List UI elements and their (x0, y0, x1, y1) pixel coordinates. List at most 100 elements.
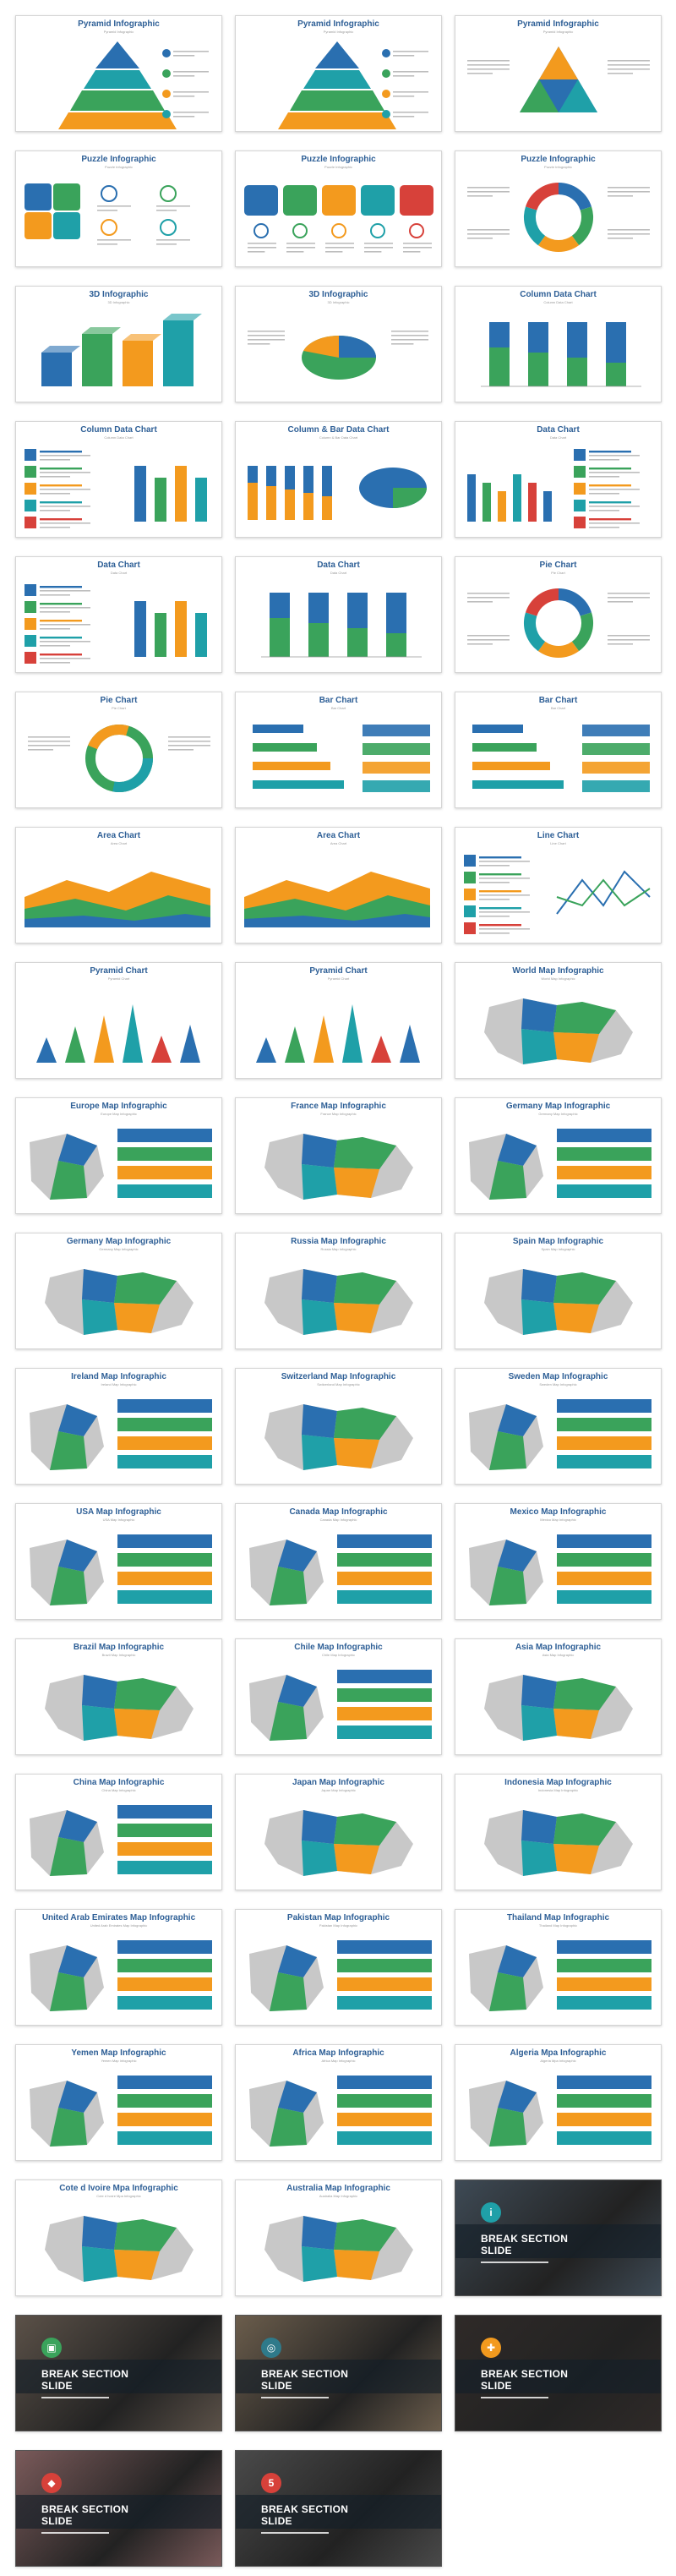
slide-thumbnail[interactable]: Data Chart Data Chart (235, 556, 442, 673)
column-bar (606, 322, 626, 363)
slide-thumbnail[interactable]: Bar Chart Bar Chart (455, 692, 662, 808)
slide-thumbnail[interactable]: Pyramid Chart Pyramid Chart (15, 962, 222, 1079)
slide-thumbnail[interactable]: Mexico Map Infographic Mexico Map Infogra… (455, 1503, 662, 1620)
map-region (82, 1269, 117, 1303)
slide-graphic (249, 1534, 432, 1605)
map-list-bar (557, 2131, 651, 2145)
text-placeholder-line (40, 607, 90, 609)
slide-thumbnail[interactable]: Pyramid Infographic Pyramid Infographic (455, 15, 662, 132)
text-placeholder-line (391, 343, 414, 345)
slide-thumbnail[interactable]: Pakistan Map Infographic Pakistan Map Inf… (235, 1909, 442, 2026)
title-band (236, 2494, 441, 2529)
slide-thumbnail[interactable]: Puzzle Infographic Puzzle Infographic (455, 150, 662, 267)
pyramid-spike (371, 1036, 391, 1063)
slide-thumbnail[interactable]: World Map Infographic World Map Infograph… (455, 962, 662, 1079)
slide-thumbnail[interactable]: Pyramid Chart Pyramid Chart (235, 962, 442, 1079)
slide-title: Russia Map Infographic (291, 1237, 386, 1246)
map-list-bar (557, 2076, 651, 2089)
break-section-slide[interactable]: ◎ BREAK SECTION SLIDE (235, 2315, 442, 2431)
slide-graphic (45, 1269, 194, 1335)
map-region (114, 1709, 160, 1739)
slide-thumbnail[interactable]: Area Chart Area Chart (235, 827, 442, 943)
slide-thumbnail[interactable]: Pyramid Infographic Pyramid Infographic (235, 15, 442, 132)
slide-graphic (467, 588, 650, 658)
slide-thumbnail[interactable]: Switzerland Map Infographic Switzerland M… (235, 1368, 442, 1485)
slide-thumbnail[interactable]: Pie Chart Pie Chart (455, 556, 662, 673)
slide-thumbnail[interactable]: Algeria Mpa Infographic Algeria Mpa Infog… (455, 2044, 662, 2161)
slide-thumbnail[interactable]: Ireland Map Infographic Ireland Map Infog… (15, 1368, 222, 1485)
slide-thumbnail[interactable]: France Map Infographic France Map Infogra… (235, 1097, 442, 1214)
slide-thumbnail[interactable]: Canada Map Infographic Canada Map Infogra… (235, 1503, 442, 1620)
puzzle-icon-circle (101, 185, 117, 202)
slide-thumbnail[interactable]: Cote d Ivoire Mpa Infographic Cote d Ivoi… (15, 2179, 222, 2296)
slide-thumbnail[interactable]: China Map Infographic China Map Infograph… (15, 1774, 222, 1890)
slide-thumbnail[interactable]: USA Map Infographic USA Map Infographic (15, 1503, 222, 1620)
slide-thumbnail[interactable]: 3D Infographic 3D Infographic (235, 286, 442, 402)
slide-thumbnail[interactable]: Puzzle Infographic Puzzle Infographic (235, 150, 442, 267)
text-placeholder-line (393, 71, 428, 73)
slide-thumbnail[interactable]: Brazil Map Infographic Brazil Map Infogra… (15, 1638, 222, 1755)
column-bar (266, 466, 276, 486)
list-heading-line (589, 484, 631, 487)
slide-thumbnail[interactable]: Germany Map Infographic Germany Map Infog… (15, 1233, 222, 1349)
text-placeholder-line (97, 243, 117, 245)
slide-graphic (30, 1805, 212, 1876)
slide-thumbnail[interactable]: United Arab Emirates Map Infographic Unit… (15, 1909, 222, 2026)
slide-thumbnail[interactable]: 3D Infographic 3D Infographic (15, 286, 222, 402)
map-list-bar (337, 2131, 432, 2145)
map-region (114, 2250, 160, 2280)
text-placeholder-line (40, 658, 90, 659)
slide-graphic (248, 466, 427, 520)
slide-thumbnail[interactable]: Puzzle Infographic Puzzle Infographic (15, 150, 222, 267)
text-placeholder-line (97, 210, 117, 211)
title-underline (261, 2532, 329, 2534)
break-section-slide[interactable]: i BREAK SECTION SLIDE (455, 2179, 662, 2296)
slide-thumbnail[interactable]: Pie Chart Pie Chart (15, 692, 222, 808)
slide-thumbnail[interactable]: Chile Map Infographic Chile Map Infograph… (235, 1638, 442, 1755)
slide-thumbnail[interactable]: Australia Map Infographic Australia Map I… (235, 2179, 442, 2296)
slide-thumbnail[interactable]: Area Chart Area Chart (15, 827, 222, 943)
text-placeholder-line (608, 643, 633, 645)
slide-thumbnail[interactable]: Pyramid Infographic Pyramid Infographic (15, 15, 222, 132)
text-placeholder-line (479, 928, 530, 930)
slide-thumbnail[interactable]: Column Data Chart Column Data Chart (455, 286, 662, 402)
column-bar (134, 601, 146, 657)
slide-thumbnail[interactable]: Yemen Map Infographic Yemen Map Infograph… (15, 2044, 222, 2161)
slide-thumbnail[interactable]: Data Chart Data Chart (15, 556, 222, 673)
slide-thumbnail[interactable]: Sweden Map Infographic Sweden Map Infogra… (455, 1368, 662, 1485)
text-placeholder-line (156, 243, 177, 245)
slide-thumbnail[interactable]: Asia Map Infographic Asia Map Infographic (455, 1638, 662, 1755)
text-placeholder-line (156, 239, 190, 241)
text-placeholder-line (589, 522, 640, 524)
break-section-slide[interactable]: ◆ BREAK SECTION SLIDE (15, 2450, 222, 2567)
text-placeholder-line (28, 736, 70, 738)
break-section-slide[interactable]: 5 BREAK SECTION SLIDE (235, 2450, 442, 2567)
slide-thumbnail[interactable]: Bar Chart Bar Chart (235, 692, 442, 808)
pyramid-level (95, 41, 139, 68)
slide-thumbnail[interactable]: Column & Bar Data Chart Column & Bar Data… (235, 421, 442, 538)
slide-thumbnail[interactable]: Indonesia Map Infographic Indonesia Map I… (455, 1774, 662, 1890)
slide-thumbnail[interactable]: Thailand Map Infographic Thailand Map Inf… (455, 1909, 662, 2026)
break-section-slide[interactable]: ▣ BREAK SECTION SLIDE (15, 2315, 222, 2431)
slide-subtitle: France Map Infographic (320, 1112, 357, 1116)
slide-thumbnail[interactable]: Russia Map Infographic Russia Map Infogra… (235, 1233, 442, 1349)
text-placeholder-line (40, 455, 90, 457)
ring-segment (537, 235, 580, 252)
text-placeholder-line (40, 645, 70, 647)
slide-thumbnail[interactable]: Japan Map Infographic Japan Map Infograph… (235, 1774, 442, 1890)
slide-thumbnail[interactable]: Africa Map Infographic Africa Map Infogra… (235, 2044, 442, 2161)
slide-thumbnail[interactable]: Europe Map Infographic Europe Map Infogra… (15, 1097, 222, 1214)
break-section-slide[interactable]: ✚ BREAK SECTION SLIDE (455, 2315, 662, 2431)
slide-thumbnail[interactable]: Line Chart Line Chart (455, 827, 662, 943)
text-placeholder-line (589, 527, 619, 528)
area-series (25, 914, 210, 927)
slide-graphic (28, 725, 210, 792)
slide-title: France Map Infographic (291, 1102, 386, 1111)
slide-title: Sweden Map Infographic (508, 1372, 608, 1381)
slide-thumbnail[interactable]: Spain Map Infographic Spain Map Infograph… (455, 1233, 662, 1349)
slide-subtitle: Germany Map Infographic (99, 1247, 139, 1251)
slide-thumbnail[interactable]: Germany Map Infographic Germany Map Infog… (455, 1097, 662, 1214)
slide-title: Data Chart (537, 425, 580, 435)
slide-thumbnail[interactable]: Data Chart Data Chart (455, 421, 662, 538)
slide-thumbnail[interactable]: Column Data Chart Column Data Chart (15, 421, 222, 538)
